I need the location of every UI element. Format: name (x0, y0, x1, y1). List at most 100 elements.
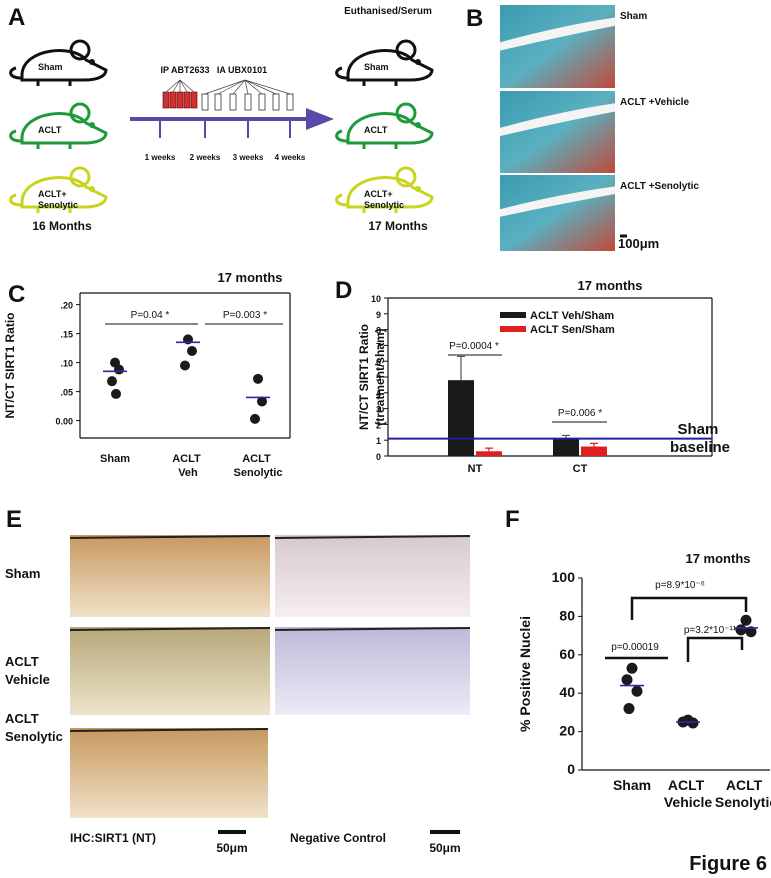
x-tick-label: ACLT Vehicle (664, 777, 712, 810)
mouse-eye (89, 59, 95, 65)
mouse-tail (9, 66, 23, 80)
y-tick-label: 80 (559, 607, 575, 623)
mouse-tail (9, 129, 23, 143)
p-value-label: P=0.04 * (131, 310, 170, 321)
syringe-ip (169, 91, 177, 109)
legend-label: ACLT Veh/Sham (530, 310, 614, 322)
p-value-label: p=8.9*10⁻⁶ (655, 580, 705, 591)
data-point (621, 674, 633, 686)
group-label: Sham (364, 62, 389, 72)
y-tick-label: 0 (567, 761, 575, 777)
y-axis-label: NT/CT SIRT1 Ratio (3, 312, 17, 418)
significance-bracket (686, 636, 744, 662)
age-label: 17 Months (368, 219, 428, 233)
mouse-ear (395, 39, 417, 61)
data-point (740, 614, 752, 626)
ihc-image (70, 535, 270, 617)
joint-space (500, 103, 615, 137)
age-label: 16 Months (32, 219, 92, 233)
x-tick-label: Sham (100, 453, 130, 465)
syringe-ia (229, 93, 237, 111)
p-value-label: P=0.0004 * (449, 341, 499, 352)
tissue-surface (69, 535, 271, 539)
mouse-body (346, 112, 434, 145)
data-point (250, 413, 260, 424)
y-tick-label: .05 (60, 388, 73, 398)
row-label: ACLT Vehicle (5, 654, 50, 687)
x-tick-label: ACLT Senolytic (234, 453, 283, 479)
scale-bar-label: 100μm (618, 236, 659, 251)
group-label: ACLT+ Senolytic (364, 189, 404, 210)
data-point (111, 388, 121, 399)
panel-label: C (8, 281, 25, 308)
tissue-surface (69, 728, 269, 732)
timeline-label: 1 weeks (145, 153, 176, 162)
syringe-ia (244, 93, 252, 111)
panel-label: A (8, 4, 25, 31)
error-bar (590, 442, 598, 447)
syringe-ia (201, 93, 209, 111)
scale-bar-label: 50μm (216, 841, 247, 855)
syringe-ia (258, 93, 266, 111)
error-bar (457, 355, 465, 381)
data-point (735, 624, 747, 636)
bar (581, 446, 607, 456)
syringe-ip (183, 91, 191, 109)
y-tick-label: 20 (559, 723, 575, 739)
syringe-ia (272, 93, 280, 111)
timeline-label: 3 weeks (233, 153, 264, 162)
y-tick-label: 1 (376, 436, 381, 446)
bar (448, 380, 474, 456)
tissue-surface (274, 535, 471, 539)
joint-space (500, 17, 615, 51)
group-label: ACLT (38, 125, 62, 135)
data-point (253, 373, 263, 384)
mouse-body (346, 49, 434, 82)
y-tick-label: 0.00 (55, 417, 73, 427)
mouse-tail (335, 66, 349, 80)
significance-bracket (630, 596, 748, 620)
x-tick-label: Sham (613, 777, 651, 793)
y-axis-label: % Positive Nuclei (517, 616, 533, 732)
panel-label: E (6, 506, 22, 533)
image-label: Sham (620, 11, 647, 22)
control-label: Negative Control (290, 831, 386, 845)
y-tick-label: 10 (371, 294, 381, 304)
group-label: ACLT+ Senolytic (38, 189, 78, 210)
y-axis-label: NT/CT SIRT1 Ratio (357, 324, 371, 430)
chart-title: 17 months (577, 278, 642, 293)
injection-lines (165, 79, 291, 95)
mouse-eye (415, 122, 421, 128)
error-bar (485, 447, 493, 452)
legend-swatch (500, 326, 526, 332)
syringe-ia (286, 93, 294, 111)
data-point (745, 626, 757, 638)
mouse-tail (335, 193, 349, 207)
scale-bar-label: 50μm (429, 841, 460, 855)
bar (476, 451, 502, 456)
timeline-label: 2 weeks (190, 153, 221, 162)
data-point (180, 360, 190, 371)
ihc-image (70, 627, 270, 715)
figure-label: Figure 6 (689, 853, 767, 875)
histology-image (500, 91, 615, 173)
image-label: ACLT +Vehicle (620, 97, 689, 108)
y-tick-label: 0 (376, 452, 381, 462)
mouse-ear (69, 166, 91, 188)
ia-label: IA UBX0101 (217, 65, 267, 75)
y-tick-label: 7 (376, 341, 381, 351)
legend-label: ACLT Sen/Sham (530, 324, 615, 336)
ihc-image (275, 627, 470, 715)
x-tick-label: ACLT Veh (172, 453, 204, 479)
y-tick-label: 8 (376, 326, 381, 336)
data-point (626, 662, 638, 674)
ip-label: IP ABT2633 (160, 65, 209, 75)
ihc-image (70, 728, 268, 818)
y-tick-label: 100 (552, 569, 576, 585)
x-tick-label: NT (468, 463, 483, 475)
bar (553, 438, 579, 456)
y-tick-label: 60 (559, 646, 575, 662)
ihc-image (275, 535, 470, 617)
y-tick-label: 9 (376, 310, 381, 320)
